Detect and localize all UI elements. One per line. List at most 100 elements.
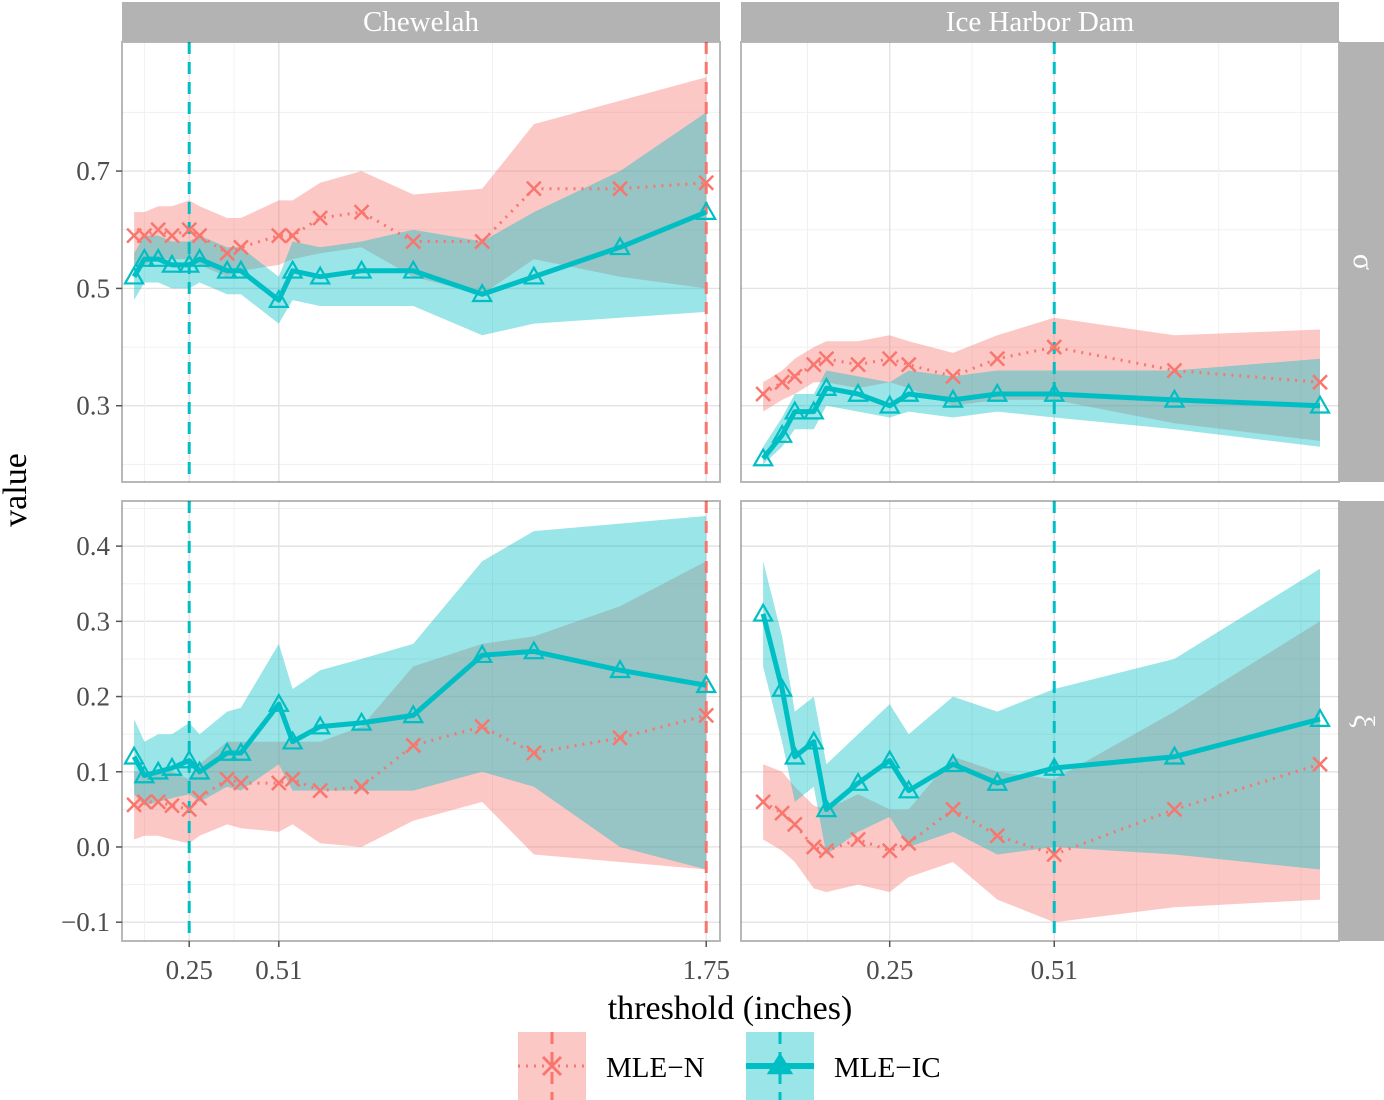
legend: MLE−N MLE−IC xyxy=(518,1032,941,1100)
marker-mle-ic xyxy=(802,400,825,420)
y-tick-label: 0.1 xyxy=(76,757,110,787)
panel-background xyxy=(741,42,1339,482)
marker-mle-n xyxy=(1046,846,1063,863)
marker-mle-n xyxy=(755,386,772,402)
marker-mle-ic xyxy=(986,382,1009,402)
ribbon-mle-n xyxy=(134,561,707,870)
marker-mle-ic xyxy=(230,741,252,761)
x-tick-label: 0.25 xyxy=(166,955,213,985)
marker-mle-n xyxy=(353,778,370,795)
row-strip-xi xyxy=(1339,501,1384,941)
row-strip-sigma xyxy=(1339,42,1384,482)
marker-mle-ic xyxy=(267,288,290,308)
marker-mle-ic xyxy=(161,756,183,776)
marker-mle-n xyxy=(774,805,791,822)
marker-mle-n xyxy=(219,771,236,788)
y-axis-title: value xyxy=(0,453,34,527)
marker-mle-n xyxy=(1312,374,1328,391)
marker-mle-ic xyxy=(802,730,825,750)
marker-mle-n xyxy=(805,356,822,373)
y-tick-label: 0.3 xyxy=(76,391,110,421)
marker-mle-n xyxy=(698,174,715,191)
marker-mle-ic xyxy=(147,247,170,267)
marker-mle-n xyxy=(150,793,167,810)
marker-mle-ic xyxy=(402,259,425,279)
marker-mle-ic xyxy=(522,640,545,660)
marker-mle-n xyxy=(136,227,153,244)
marker-mle-ic xyxy=(695,674,718,694)
marker-mle-ic xyxy=(281,730,304,750)
marker-mle-ic xyxy=(350,711,373,731)
series-line-mle-ic xyxy=(131,648,707,778)
marker-mle-ic xyxy=(878,749,901,769)
marker-mle-ic xyxy=(847,382,869,402)
y-tick-label: 0.5 xyxy=(76,273,110,303)
marker-mle-n xyxy=(900,835,917,852)
marker-mle-n xyxy=(805,839,822,855)
marker-mle-ic xyxy=(942,388,964,408)
marker-mle-n xyxy=(191,227,208,244)
marker-mle-n xyxy=(219,245,236,262)
ribbon-mle-ic xyxy=(134,516,707,870)
marker-mle-n xyxy=(525,745,542,761)
marker-mle-n xyxy=(474,718,491,735)
marker-mle-ic xyxy=(281,259,304,279)
series-line-mle-n xyxy=(133,713,707,812)
marker-mle-n xyxy=(136,793,153,810)
marker-mle-n xyxy=(474,233,491,250)
marker-mle-n xyxy=(233,775,249,791)
marker-mle-n xyxy=(164,227,180,244)
marker-mle-n xyxy=(786,816,803,833)
marker-mle-ic xyxy=(878,394,901,414)
marker-mle-ic xyxy=(123,745,145,765)
marker-mle-ic xyxy=(350,259,373,279)
marker-mle-ic xyxy=(188,247,211,267)
ribbon-mle-ic xyxy=(134,112,707,336)
marker-mle-n xyxy=(191,790,208,806)
marker-mle-ic xyxy=(695,200,718,220)
marker-mle-n xyxy=(312,210,329,226)
ribbon-mle-n xyxy=(763,317,1320,441)
marker-mle-n xyxy=(284,227,301,244)
legend-key-marker-mle-ic xyxy=(766,1052,794,1075)
marker-mle-n xyxy=(353,204,370,221)
marker-mle-ic xyxy=(897,779,920,799)
y-tick-label: 0.7 xyxy=(76,156,110,186)
marker-mle-ic xyxy=(178,253,201,273)
marker-mle-n xyxy=(818,842,835,859)
marker-mle-ic xyxy=(471,283,494,303)
x-tick-label: 0.51 xyxy=(255,955,302,985)
marker-mle-ic xyxy=(178,749,201,769)
row-strip-label-sigma: σ xyxy=(1347,254,1380,270)
marker-mle-ic xyxy=(188,760,211,780)
marker-mle-n xyxy=(786,368,803,385)
marker-mle-ic xyxy=(783,745,806,765)
marker-mle-n xyxy=(881,350,898,367)
panel-ice-harbor-dam-sigma xyxy=(740,41,1340,483)
marker-mle-n xyxy=(1312,756,1328,773)
marker-mle-n xyxy=(612,730,628,746)
marker-mle-ic xyxy=(752,602,775,622)
marker-mle-ic xyxy=(609,659,631,679)
series-line-mle-ic xyxy=(760,613,1321,812)
marker-mle-ic xyxy=(161,253,183,273)
marker-mle-ic xyxy=(123,265,145,285)
marker-mle-n xyxy=(181,221,198,238)
marker-mle-n xyxy=(312,782,329,799)
legend-label-mle-ic: MLE−IC xyxy=(834,1052,941,1084)
panel-ice-harbor-dam-xi: 0.25 0.51 xyxy=(740,500,1340,985)
row-strip-label-xi: ξ xyxy=(1347,714,1380,727)
marker-mle-n xyxy=(1046,339,1063,355)
x-tick-label: 0.51 xyxy=(1031,955,1078,985)
marker-mle-n xyxy=(900,356,917,373)
panels: 0.3 0.5 0.7 −0.1 0.0 0.1 0.2 0.3 0.4 0.25 0.51 1.75… xyxy=(61,41,1340,985)
x-tick-label: 0.25 xyxy=(866,955,913,985)
ribbon-mle-n xyxy=(134,77,707,295)
marker-mle-ic xyxy=(783,400,806,420)
marker-mle-ic xyxy=(1309,707,1331,727)
marker-mle-n xyxy=(945,368,961,385)
marker-mle-n xyxy=(405,737,422,754)
marker-mle-ic xyxy=(752,447,775,467)
panel-chewelah-sigma: 0.3 0.5 0.7 xyxy=(76,41,721,483)
